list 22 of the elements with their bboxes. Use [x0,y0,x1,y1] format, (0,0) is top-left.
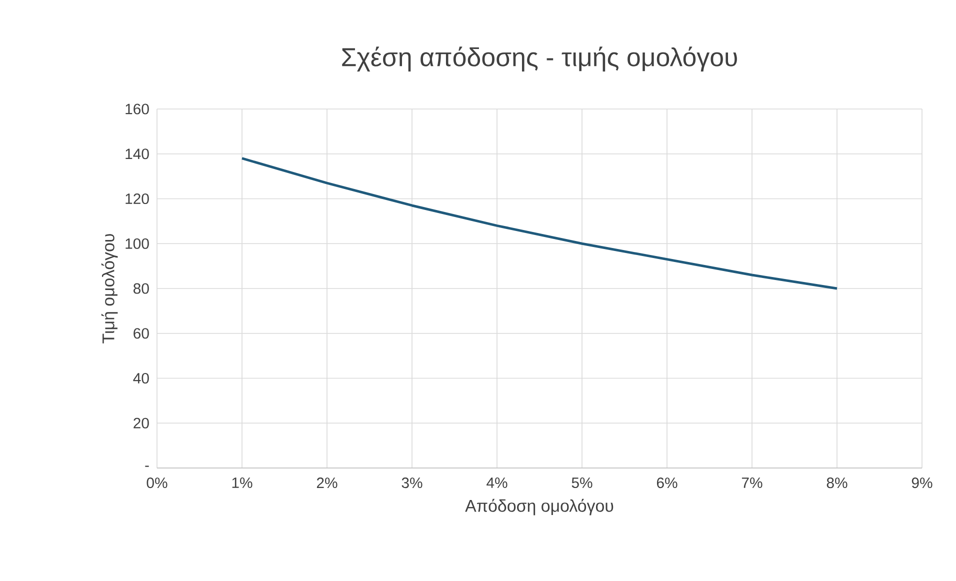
x-tick-label: 3% [402,478,422,488]
y-tick-label: 120 [126,193,149,204]
x-tick-label: 0% [146,478,168,488]
x-tick-label: 2% [316,478,338,488]
x-tick-label: 6% [656,478,678,488]
y-tick-label: 20 [134,418,149,428]
y-tick-label: 60 [134,328,149,339]
x-tick-label: 4% [486,478,508,488]
x-axis-title: Απόδοση ομολόγου [465,498,614,516]
y-tick-label: 40 [133,372,149,384]
y-axis-title: Τιμή ομολόγου [101,234,118,344]
y-tick-label: 160 [126,104,149,114]
y-tick-label: - [145,466,149,467]
x-tick-label: 9% [912,478,932,488]
y-tick-label: 100 [126,238,149,249]
chart-title: Σχέση απόδοσης - τιμής ομολόγου [342,46,737,72]
x-tick-label: 5% [572,478,592,488]
y-tick-label: 140 [126,148,149,160]
x-tick-label: 1% [232,478,252,488]
x-tick-label: 7% [742,478,762,488]
x-tick-label: 8% [826,478,848,488]
y-tick-label: 80 [134,283,149,294]
